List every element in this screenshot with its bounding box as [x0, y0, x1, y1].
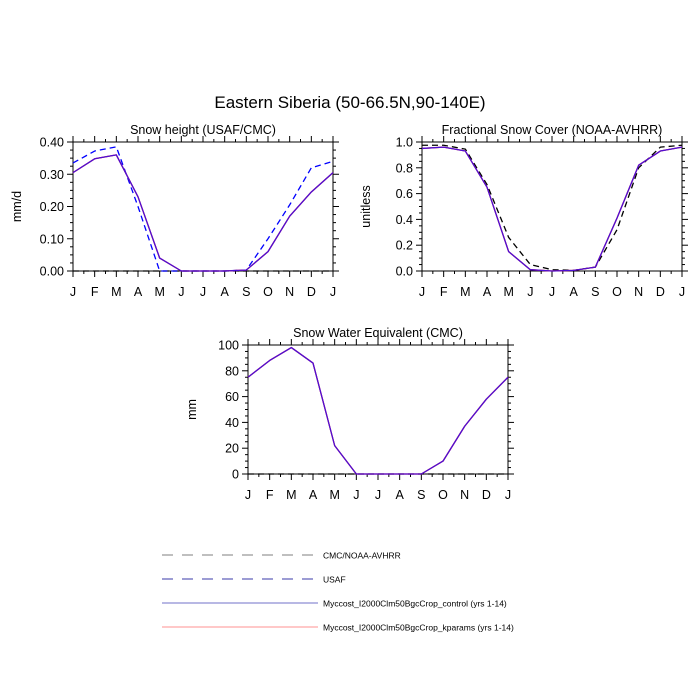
x-tick-label: F — [440, 285, 448, 299]
y-tick-label: 20 — [225, 442, 239, 456]
y-tick-label: 0.10 — [40, 232, 64, 246]
panel-1: Snow height (USAF/CMC) mm/d 0.00 0.10 0.20 0.… — [10, 123, 339, 299]
x-tick-label: A — [395, 488, 404, 502]
y-axis-label: mm — [185, 399, 199, 420]
y-axis-label: mm/d — [10, 191, 24, 222]
x-tick-label: N — [285, 285, 294, 299]
legend-item-2: USAF — [162, 575, 346, 585]
y-tick-label: 60 — [225, 390, 239, 404]
x-tick-label: J — [505, 488, 511, 502]
x-tick-label: A — [134, 285, 143, 299]
y-axis-label: unitless — [359, 185, 373, 227]
x-tick-label: S — [242, 285, 250, 299]
legend-label: CMC/NOAA-AVHRR — [323, 551, 401, 561]
panel-2: Fractional Snow Cover (NOAA-AVHRR) unitle… — [359, 123, 688, 299]
x-tick-label: O — [263, 285, 273, 299]
legend-label: USAF — [323, 575, 346, 585]
y-tick-label: 0.6 — [396, 187, 413, 201]
y-tick-label: 0.2 — [396, 239, 413, 253]
legend-item-3: Myccost_I2000Clm50BgcCrop_control (yrs 1… — [162, 599, 507, 609]
x-tick-label: J — [330, 285, 336, 299]
x-tick-label: F — [91, 285, 99, 299]
x-tick-label: J — [375, 488, 381, 502]
x-tick-label: A — [569, 285, 578, 299]
y-tick-label: 0.20 — [40, 200, 64, 214]
y-tick-label: 40 — [225, 416, 239, 430]
x-tick-label: A — [309, 488, 318, 502]
legend-label: Myccost_I2000Clm50BgcCrop_control (yrs 1… — [323, 599, 507, 609]
x-tick-label: J — [200, 285, 206, 299]
panel-3: Snow Water Equivalent (CMC) mm 0 20 40 60 80 10… — [185, 326, 514, 502]
y-tick-label: 0.4 — [396, 213, 413, 227]
legend-item-1: CMC/NOAA-AVHRR — [162, 551, 401, 561]
x-tick-label: S — [591, 285, 599, 299]
x-tick-label: J — [70, 285, 76, 299]
panel-title: Snow height (USAF/CMC) — [130, 123, 276, 137]
y-tick-label: 0.0 — [396, 265, 413, 279]
y-tick-label: 0.40 — [40, 136, 64, 150]
x-tick-label: A — [483, 285, 492, 299]
x-tick-label: J — [549, 285, 555, 299]
y-tick-label: 1.0 — [396, 136, 413, 150]
panel-title: Snow Water Equivalent (CMC) — [293, 326, 463, 340]
y-tick-label: 0.00 — [40, 265, 64, 279]
legend-label: Myccost_I2000Clm50BgcCrop_kparams (yrs 1… — [323, 623, 514, 633]
x-tick-label: A — [220, 285, 229, 299]
panel-title: Fractional Snow Cover (NOAA-AVHRR) — [442, 123, 663, 137]
x-tick-label: D — [307, 285, 316, 299]
y-tick-label: 0 — [232, 468, 239, 482]
x-tick-label: M — [329, 488, 339, 502]
x-tick-label: M — [154, 285, 164, 299]
x-tick-label: J — [679, 285, 685, 299]
x-tick-label: M — [111, 285, 121, 299]
x-tick-label: J — [245, 488, 251, 502]
x-tick-label: J — [527, 285, 533, 299]
x-tick-label: S — [417, 488, 425, 502]
x-tick-label: O — [438, 488, 448, 502]
series-line-cmc-noaa-avhrr — [422, 144, 683, 272]
y-tick-label: 0.30 — [40, 168, 64, 182]
x-tick-label: M — [460, 285, 470, 299]
x-tick-label: N — [634, 285, 643, 299]
legend: CMC/NOAA-AVHRR USAF Myccost_I2000Clm50BgcC… — [162, 551, 514, 633]
series-line-myccost-i2000clm50bgccrop-control-yrs-1-14 — [247, 346, 509, 475]
x-tick-label: F — [266, 488, 274, 502]
x-tick-label: M — [286, 488, 296, 502]
x-tick-label: J — [419, 285, 425, 299]
panels: Snow height (USAF/CMC)mm/d0.000.100.200.… — [10, 123, 688, 502]
x-tick-label: D — [656, 285, 665, 299]
legend-item-4: Myccost_I2000Clm50BgcCrop_kparams (yrs 1… — [162, 623, 514, 633]
x-tick-label: M — [503, 285, 513, 299]
y-tick-label: 100 — [218, 339, 239, 353]
x-tick-label: O — [612, 285, 622, 299]
x-tick-label: J — [353, 488, 359, 502]
series-line-myccost-i2000clm50bgccrop-control-yrs-1-14 — [421, 146, 683, 272]
y-tick-label: 80 — [225, 364, 239, 378]
figure-title: Eastern Siberia (50-66.5N,90-140E) — [214, 93, 485, 112]
x-tick-label: N — [460, 488, 469, 502]
x-tick-label: J — [178, 285, 184, 299]
x-tick-label: D — [482, 488, 491, 502]
series-line-myccost-i2000clm50bgccrop-control-yrs-1-14 — [72, 154, 334, 272]
y-tick-label: 0.8 — [396, 161, 413, 175]
